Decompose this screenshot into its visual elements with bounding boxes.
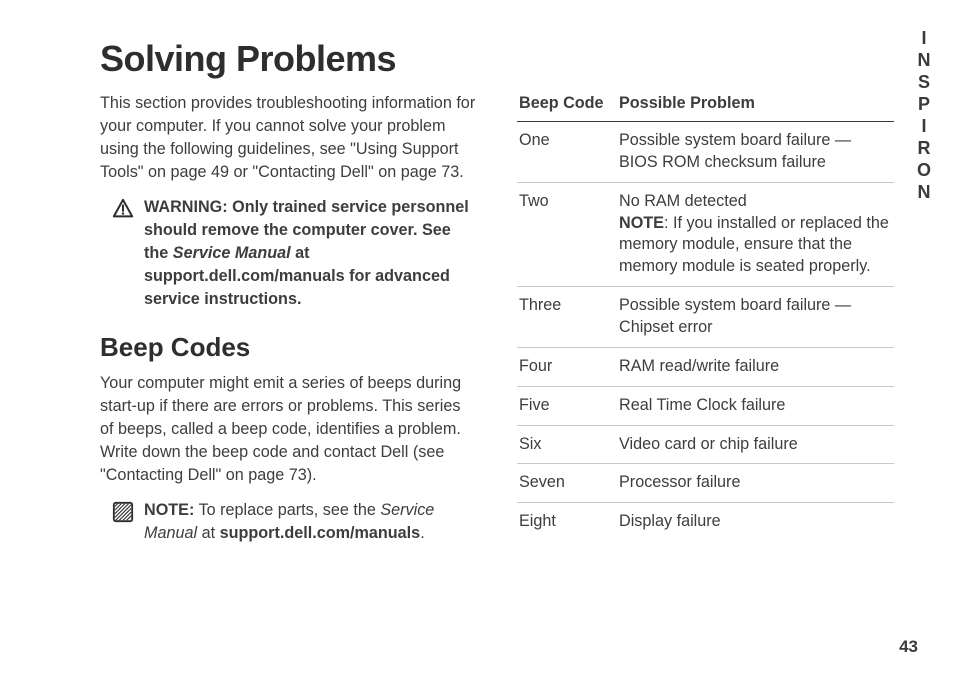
product-side-label: INSPIRON <box>913 28 934 204</box>
table-row: FourRAM read/write failure <box>517 348 894 387</box>
right-column: Beep Code Possible Problem OnePossible s… <box>517 92 894 545</box>
beep-problem-cell: Display failure <box>619 511 892 533</box>
table-row: ThreePossible system board failure — Chi… <box>517 287 894 348</box>
left-column: This section provides troubleshooting in… <box>100 92 477 545</box>
beep-code-cell: Three <box>519 295 619 339</box>
table-row: OnePossible system board failure — BIOS … <box>517 122 894 183</box>
table-header-problem: Possible Problem <box>619 92 892 115</box>
beep-code-cell: One <box>519 130 619 174</box>
note-bold2: support.dell.com/manuals <box>220 524 421 542</box>
beep-code-cell: Two <box>519 191 619 278</box>
note-icon <box>112 501 134 523</box>
beep-code-cell: Seven <box>519 472 619 494</box>
warning-ital: Service Manual <box>173 244 291 262</box>
table-row: SevenProcessor failure <box>517 464 894 503</box>
note-body2: at <box>197 524 220 542</box>
note-text: NOTE: To replace parts, see the Service … <box>144 499 477 545</box>
page-title: Solving Problems <box>100 38 894 80</box>
page-number: 43 <box>899 637 918 657</box>
beep-problem-cell: Possible system board failure — BIOS ROM… <box>619 130 892 174</box>
beep-code-cell: Four <box>519 356 619 378</box>
table-header: Beep Code Possible Problem <box>517 92 894 122</box>
beep-code-cell: Six <box>519 434 619 456</box>
beep-note-label: NOTE <box>619 214 664 232</box>
table-row: TwoNo RAM detectedNOTE: If you installed… <box>517 183 894 287</box>
note-body3: . <box>420 524 425 542</box>
table-body: OnePossible system board failure — BIOS … <box>517 122 894 541</box>
two-column-layout: This section provides troubleshooting in… <box>100 92 894 545</box>
beep-problem-cell: Video card or chip failure <box>619 434 892 456</box>
warning-callout: WARNING: Only trained service personnel … <box>112 196 477 311</box>
beep-code-cell: Five <box>519 395 619 417</box>
intro-paragraph: This section provides troubleshooting in… <box>100 92 477 184</box>
beep-problem-cell: Processor failure <box>619 472 892 494</box>
beep-problem-cell: Possible system board failure — Chipset … <box>619 295 892 339</box>
beep-problem-cell: Real Time Clock failure <box>619 395 892 417</box>
table-header-code: Beep Code <box>519 92 619 115</box>
note-callout: NOTE: To replace parts, see the Service … <box>112 499 477 545</box>
warning-text: WARNING: Only trained service personnel … <box>144 196 477 311</box>
beep-intro-paragraph: Your computer might emit a series of bee… <box>100 372 477 487</box>
beep-code-table: Beep Code Possible Problem OnePossible s… <box>517 92 894 541</box>
beep-code-cell: Eight <box>519 511 619 533</box>
beep-problem-cell: RAM read/write failure <box>619 356 892 378</box>
table-row: SixVideo card or chip failure <box>517 426 894 465</box>
note-body1: To replace parts, see the <box>194 501 380 519</box>
section-heading-beep-codes: Beep Codes <box>100 329 477 366</box>
page: INSPIRON Solving Problems This section p… <box>0 0 954 677</box>
table-row: FiveReal Time Clock failure <box>517 387 894 426</box>
beep-note-inline: NOTE: If you installed or replaced the m… <box>619 213 892 279</box>
beep-problem-cell: No RAM detectedNOTE: If you installed or… <box>619 191 892 278</box>
table-row: EightDisplay failure <box>517 503 894 541</box>
note-label: NOTE: <box>144 501 194 519</box>
warning-icon <box>112 198 134 220</box>
